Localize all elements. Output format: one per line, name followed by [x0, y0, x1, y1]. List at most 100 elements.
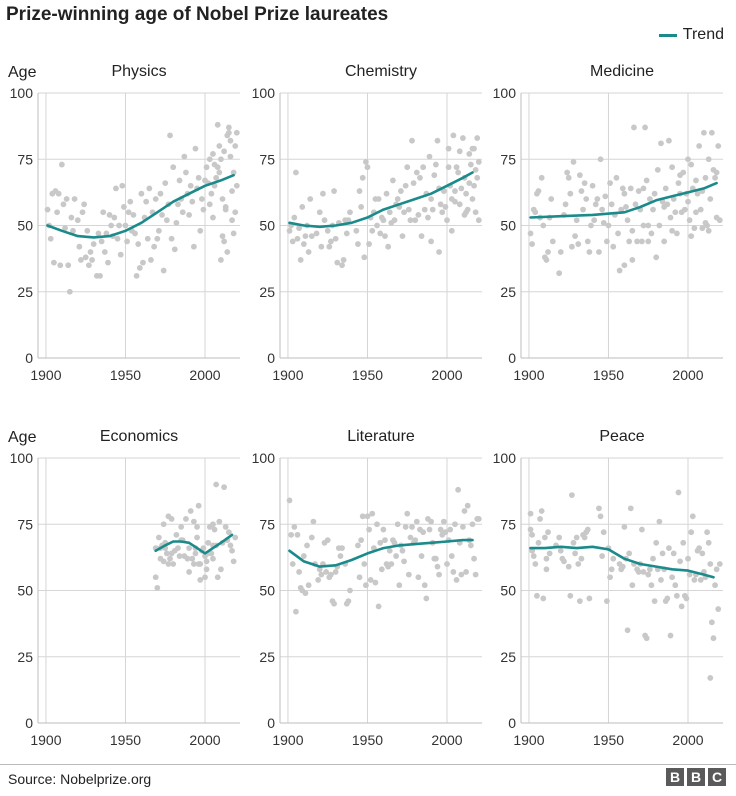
peace-data-point — [610, 555, 617, 562]
economics-data-point — [163, 550, 170, 557]
medicine-data-point — [701, 129, 707, 136]
peace-x-tick-label: 1900 — [513, 732, 544, 748]
bbc-logo-letter: B — [687, 768, 705, 786]
physics-data-point — [197, 227, 204, 234]
chemistry-data-point — [291, 214, 298, 221]
literature-data-point — [324, 537, 331, 544]
medicine-y-tick-label: 75 — [500, 151, 516, 167]
chemistry-data-point — [382, 233, 388, 240]
physics-data-point — [100, 209, 107, 216]
physics-data-point — [200, 206, 207, 213]
economics-data-point — [211, 526, 218, 533]
economics-x-tick-label: 1950 — [110, 732, 141, 748]
economics-data-point — [167, 555, 173, 562]
physics-data-point — [62, 225, 68, 232]
medicine-data-point — [588, 222, 594, 229]
medicine-data-point — [570, 159, 577, 165]
chemistry-data-point — [440, 188, 447, 194]
chemistry-data-point — [475, 159, 482, 165]
literature-data-point — [421, 582, 428, 589]
chemistry-data-point — [445, 145, 452, 152]
physics-data-point — [154, 235, 161, 242]
economics-data-point — [203, 558, 210, 565]
physics-data-point — [105, 259, 111, 266]
economics-data-point — [194, 534, 200, 541]
peace-data-point — [689, 513, 696, 520]
chemistry-data-point — [450, 132, 457, 139]
chemistry-data-point — [386, 209, 393, 216]
physics-data-point — [155, 227, 162, 234]
medicine-data-point — [708, 129, 715, 136]
medicine-panel-title: Medicine — [590, 63, 654, 80]
literature-data-point — [300, 553, 307, 559]
peace-data-point — [570, 539, 577, 546]
chemistry-y-tick-label: 0 — [267, 350, 275, 366]
literature-data-point — [323, 569, 330, 575]
chemistry-data-point — [475, 217, 482, 224]
medicine-data-point — [715, 143, 722, 149]
literature-data-point — [305, 582, 312, 589]
literature-data-point — [302, 590, 309, 597]
economics-y-axis-label: Age — [8, 429, 37, 446]
source-note: Source: Nobelprize.org — [8, 771, 152, 787]
economics-data-point — [213, 481, 220, 488]
literature-data-point — [464, 502, 471, 509]
chemistry-data-point — [385, 243, 392, 250]
physics-data-point — [230, 230, 237, 237]
chemistry-data-point — [448, 227, 455, 234]
literature-data-point — [347, 587, 353, 594]
medicine-data-point — [602, 193, 609, 200]
economics-data-point — [189, 555, 196, 562]
medicine-data-point — [705, 227, 712, 234]
economics-x-tick-label: 2000 — [189, 732, 220, 748]
chemistry-y-tick-label: 50 — [259, 218, 275, 234]
chemistry-data-point — [444, 217, 450, 224]
legend-trend-label: Trend — [682, 26, 724, 43]
medicine-data-point — [623, 204, 629, 210]
economics-data-point — [152, 574, 159, 581]
chemistry-trend-line — [288, 171, 474, 229]
medicine-data-point — [613, 174, 620, 181]
chemistry-data-point — [471, 182, 477, 189]
physics-data-point — [206, 201, 213, 208]
peace-data-point — [658, 577, 664, 583]
physics-data-point — [116, 222, 123, 229]
peace-data-point — [670, 550, 677, 557]
peace-data-point — [627, 505, 634, 512]
physics-data-point — [189, 198, 196, 205]
chemistry-data-point — [425, 214, 431, 221]
chemistry-data-point — [305, 249, 312, 255]
medicine-data-point — [529, 241, 536, 247]
economics-data-point — [216, 518, 223, 525]
physics-x-tick-label: 1950 — [110, 367, 141, 383]
physics-data-point — [163, 217, 170, 224]
literature-data-point — [391, 539, 398, 546]
physics-data-point — [101, 249, 108, 255]
medicine-data-point — [650, 206, 656, 213]
physics-data-point — [144, 235, 151, 242]
peace-data-point — [713, 566, 720, 573]
chemistry-data-point — [471, 145, 477, 152]
literature-data-point — [388, 561, 395, 567]
physics-data-point — [195, 174, 202, 181]
peace-data-point — [532, 561, 539, 567]
chemistry-data-point — [289, 238, 296, 245]
medicine-data-point — [557, 249, 564, 255]
physics-data-point — [162, 180, 169, 187]
physics-data-point — [71, 196, 78, 202]
medicine-data-point — [661, 238, 668, 245]
physics-data-point — [225, 129, 232, 136]
physics-data-point — [97, 272, 103, 279]
economics-data-point — [175, 545, 181, 551]
medicine-data-point — [696, 143, 703, 149]
medicine-data-point — [667, 214, 674, 221]
physics-data-point — [221, 238, 227, 245]
economics-trend-line — [154, 533, 234, 555]
literature-data-point — [401, 558, 407, 565]
literature-data-point — [409, 524, 415, 530]
literature-data-point — [361, 561, 368, 567]
literature-data-point — [291, 524, 298, 530]
literature-data-point — [359, 513, 366, 520]
chemistry-data-point — [343, 230, 350, 237]
medicine-data-point — [702, 174, 709, 181]
